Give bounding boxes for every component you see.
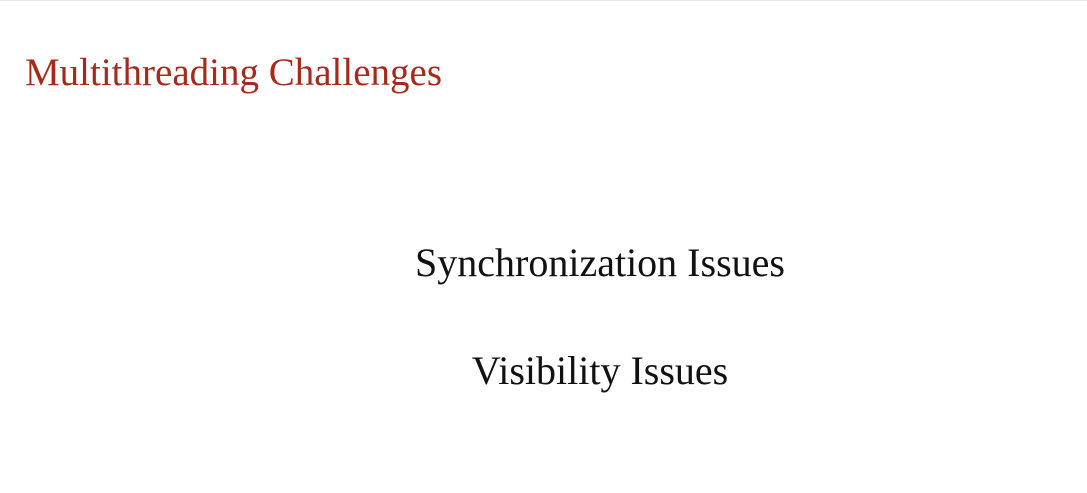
slide-point-synchronization: Synchronization Issues	[415, 240, 785, 285]
slide-title: Multithreading Challenges	[25, 51, 443, 94]
slide-point-visibility: Visibility Issues	[471, 348, 729, 393]
top-divider	[0, 0, 1087, 1]
